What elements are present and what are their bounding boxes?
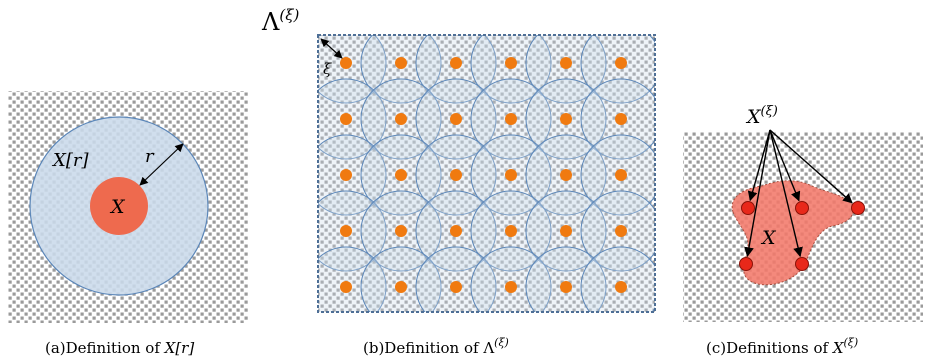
lattice-point bbox=[615, 169, 627, 181]
lattice-point bbox=[505, 57, 517, 69]
panel-c: X(ξ) X bbox=[683, 104, 923, 322]
lattice-points bbox=[340, 57, 627, 293]
lattice-point bbox=[340, 57, 352, 69]
caption-a-math: X[r] bbox=[164, 339, 195, 357]
lattice-point bbox=[560, 113, 572, 125]
label-lambda: Λ(ξ) bbox=[261, 6, 299, 36]
label-lambda-sup: (ξ) bbox=[279, 6, 299, 24]
pointer-arrow bbox=[769, 129, 853, 204]
lattice-point bbox=[505, 225, 517, 237]
lattice-point bbox=[395, 225, 407, 237]
label-x-region: X bbox=[760, 227, 777, 249]
label-x-center: X bbox=[109, 196, 126, 218]
pointer-arrow bbox=[769, 129, 801, 202]
lattice-point bbox=[450, 113, 462, 125]
caption-c-prefix: (c)Definitions of bbox=[706, 339, 833, 357]
lattice-point bbox=[450, 57, 462, 69]
lattice-point bbox=[505, 169, 517, 181]
label-r: r bbox=[145, 146, 155, 167]
caption-b-math: Λ bbox=[482, 339, 494, 357]
lattice-point bbox=[395, 281, 407, 293]
lattice-disk bbox=[525, 246, 607, 312]
lattice-point bbox=[615, 225, 627, 237]
pointer-arrow bbox=[769, 129, 803, 258]
region-point bbox=[851, 201, 865, 215]
panel-a: X[r] r X bbox=[8, 91, 248, 323]
lattice-point bbox=[615, 113, 627, 125]
lattice-point bbox=[560, 169, 572, 181]
pointer-arrows bbox=[744, 129, 853, 258]
lattice-point bbox=[450, 169, 462, 181]
lattice-point bbox=[395, 113, 407, 125]
region-point bbox=[739, 257, 753, 271]
caption-a-prefix: (a)Definition of bbox=[45, 339, 165, 357]
lattice-point bbox=[450, 225, 462, 237]
set-x-core bbox=[90, 177, 148, 235]
lattice-point bbox=[340, 281, 352, 293]
lattice-boundary bbox=[317, 34, 656, 313]
lattice-disk bbox=[470, 246, 552, 312]
region-points bbox=[739, 201, 865, 271]
lattice-point bbox=[340, 113, 352, 125]
lattice-point bbox=[340, 169, 352, 181]
caption-c-sup: (ξ) bbox=[844, 336, 859, 349]
lattice-point bbox=[615, 57, 627, 69]
label-lambda-base: Λ bbox=[261, 8, 280, 36]
caption-b: (b)Definition of Λ(ξ) bbox=[363, 336, 509, 357]
label-x-r: X[r] bbox=[51, 150, 89, 171]
caption-a: (a)Definition of X[r] bbox=[45, 339, 194, 357]
region-point bbox=[795, 257, 809, 271]
lattice-disk bbox=[580, 246, 655, 312]
spacing-arrow bbox=[320, 38, 343, 59]
region-point bbox=[795, 201, 809, 215]
lattice-point bbox=[395, 169, 407, 181]
pointer-arrow bbox=[744, 129, 771, 258]
lattice-disk bbox=[580, 35, 655, 104]
radius-arrow bbox=[139, 143, 184, 186]
region-x bbox=[731, 180, 854, 286]
caption-c-math: X bbox=[832, 339, 845, 357]
caption-b-sup: (ξ) bbox=[494, 336, 509, 349]
lattice-point bbox=[505, 281, 517, 293]
lattice-point bbox=[560, 225, 572, 237]
lattice-point bbox=[395, 57, 407, 69]
caption-c: (c)Definitions of X(ξ) bbox=[706, 336, 858, 357]
lattice-point bbox=[560, 281, 572, 293]
lattice-disk bbox=[360, 246, 442, 312]
lattice-point bbox=[450, 281, 462, 293]
lattice-point bbox=[505, 113, 517, 125]
lattice-disks bbox=[318, 35, 655, 312]
label-x-xi-base: X bbox=[745, 106, 762, 128]
label-xi: ξ bbox=[323, 60, 332, 78]
region-point bbox=[741, 201, 755, 215]
pointer-arrow bbox=[747, 129, 771, 202]
label-x-xi-sup: (ξ) bbox=[761, 104, 778, 119]
lattice-point bbox=[615, 281, 627, 293]
label-x-xi: X(ξ) bbox=[745, 104, 778, 128]
lattice-point bbox=[340, 225, 352, 237]
panel-b: ξ Λ(ξ) bbox=[261, 6, 656, 313]
lattice-point bbox=[560, 57, 572, 69]
panel-b-background bbox=[318, 35, 655, 312]
caption-b-prefix: (b)Definition of bbox=[363, 339, 483, 357]
lattice-disk bbox=[415, 246, 497, 312]
